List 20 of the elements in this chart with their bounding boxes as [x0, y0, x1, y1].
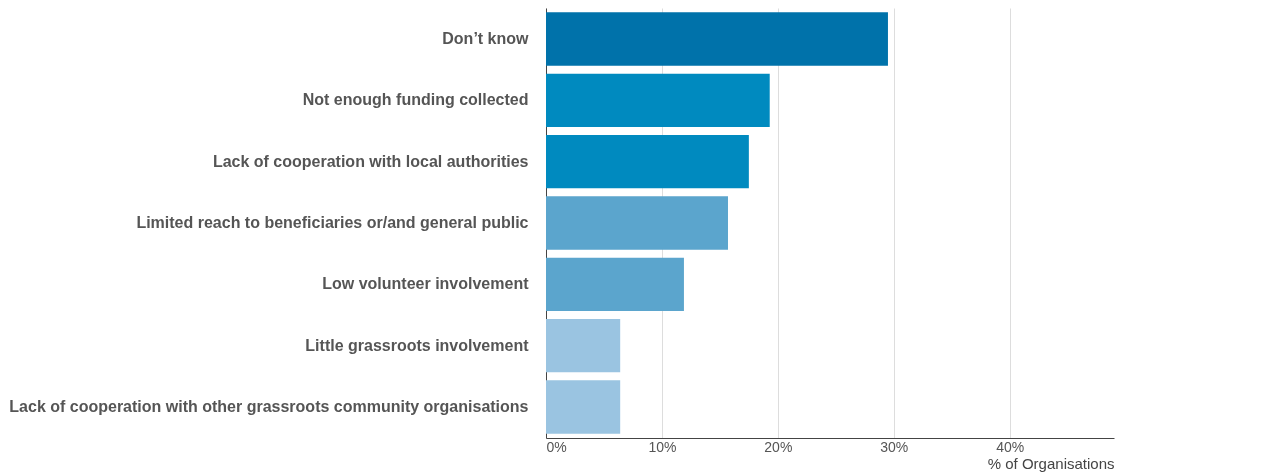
y-tick-label: Don’t know: [442, 29, 530, 47]
bar: [546, 73, 770, 127]
x-axis-title: % of Organisations: [987, 454, 1115, 472]
bar: [546, 196, 728, 250]
bar: [546, 319, 621, 373]
x-tick-label: 0%: [546, 438, 567, 455]
x-tick-label: 20%: [764, 438, 793, 455]
bar: [546, 134, 749, 189]
y-tick-label: Limited reach to beneficiaries or/and general public: [136, 214, 529, 231]
x-tick-label: 40%: [996, 438, 1025, 455]
bar: [546, 257, 684, 312]
x-tick-label: 30%: [880, 438, 909, 455]
bar: [546, 380, 621, 434]
bar: [546, 12, 888, 66]
y-tick-label: Low volunteer involvement: [322, 275, 530, 293]
y-tick-label: Lack of cooperation with local authorities: [212, 152, 529, 170]
y-tick-label: Lack of cooperation with other grassroots community organisations: [9, 398, 529, 416]
y-tick-label: Little grassroots involvement: [305, 336, 530, 354]
x-tick-label: 10%: [648, 438, 677, 455]
y-tick-label: Not enough funding collected: [302, 91, 529, 109]
